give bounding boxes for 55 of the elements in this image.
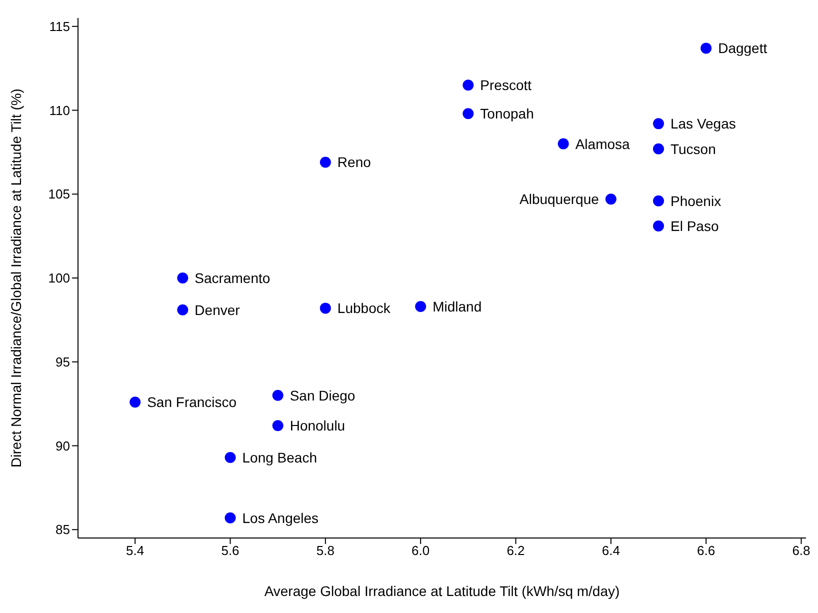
point xyxy=(272,390,284,401)
point xyxy=(224,512,236,524)
y-tick-label: 115 xyxy=(49,19,70,34)
annotation: Daggett xyxy=(718,40,768,56)
x-tick-label: 5.8 xyxy=(316,543,334,558)
annotation: Lubbock xyxy=(337,300,392,316)
y-axis-title: Direct Normal Irradiance/Global Irradiance at Latitude Tilt (%) xyxy=(8,88,24,468)
point xyxy=(558,138,569,150)
annotation: Honolulu xyxy=(290,418,346,434)
point xyxy=(177,272,188,284)
point xyxy=(177,304,188,316)
annotation: Denver xyxy=(194,302,240,318)
annotation: Phoenix xyxy=(670,192,722,209)
annotation: San Diego xyxy=(290,387,356,404)
point xyxy=(652,118,664,130)
point xyxy=(605,194,616,205)
annotation: Midland xyxy=(432,298,482,314)
annotation: Tonopah xyxy=(480,106,534,122)
annotation: Los Angeles xyxy=(242,510,319,526)
x-tick-label: 6.4 xyxy=(602,543,620,558)
x-tick-label: 6.0 xyxy=(412,543,430,558)
annotation: Sacramento xyxy=(194,270,270,286)
point xyxy=(224,452,236,463)
x-tick-label: 6.6 xyxy=(697,543,716,558)
annotation: Las Vegas xyxy=(670,116,736,132)
x-axis-title: Average Global Irradiance at Latitude Tilt (kWh/sq m/day) xyxy=(264,583,620,599)
annotation: Tucson xyxy=(670,140,716,157)
annotation: Albuquerque xyxy=(520,191,600,208)
point xyxy=(272,420,284,432)
annotation: El Paso xyxy=(670,218,719,234)
annotation: Reno xyxy=(337,154,372,170)
annotation: San Francisco xyxy=(147,394,237,410)
x-tick-label: 6.2 xyxy=(506,543,525,558)
y-tick-label: 90 xyxy=(56,438,70,454)
point xyxy=(130,396,141,408)
y-tick-label: 110 xyxy=(49,102,70,118)
x-tick-label: 5.4 xyxy=(126,543,144,558)
point xyxy=(320,156,331,168)
y-tick-label: 100 xyxy=(48,270,70,286)
x-tick-label: 5.6 xyxy=(221,543,240,558)
point xyxy=(700,42,712,54)
point xyxy=(462,80,474,91)
x-tick-label: 6.8 xyxy=(792,543,810,558)
point xyxy=(320,302,331,314)
point xyxy=(415,301,426,312)
y-tick-label: 95 xyxy=(56,354,70,370)
point xyxy=(462,108,474,120)
point xyxy=(652,143,664,154)
point xyxy=(652,195,664,206)
annotation: Prescott xyxy=(480,77,532,94)
point xyxy=(652,220,664,232)
annotation: Alamosa xyxy=(575,136,630,152)
y-tick-label: 85 xyxy=(56,522,70,538)
y-tick-label: 105 xyxy=(48,186,70,202)
annotation: Long Beach xyxy=(242,449,317,466)
